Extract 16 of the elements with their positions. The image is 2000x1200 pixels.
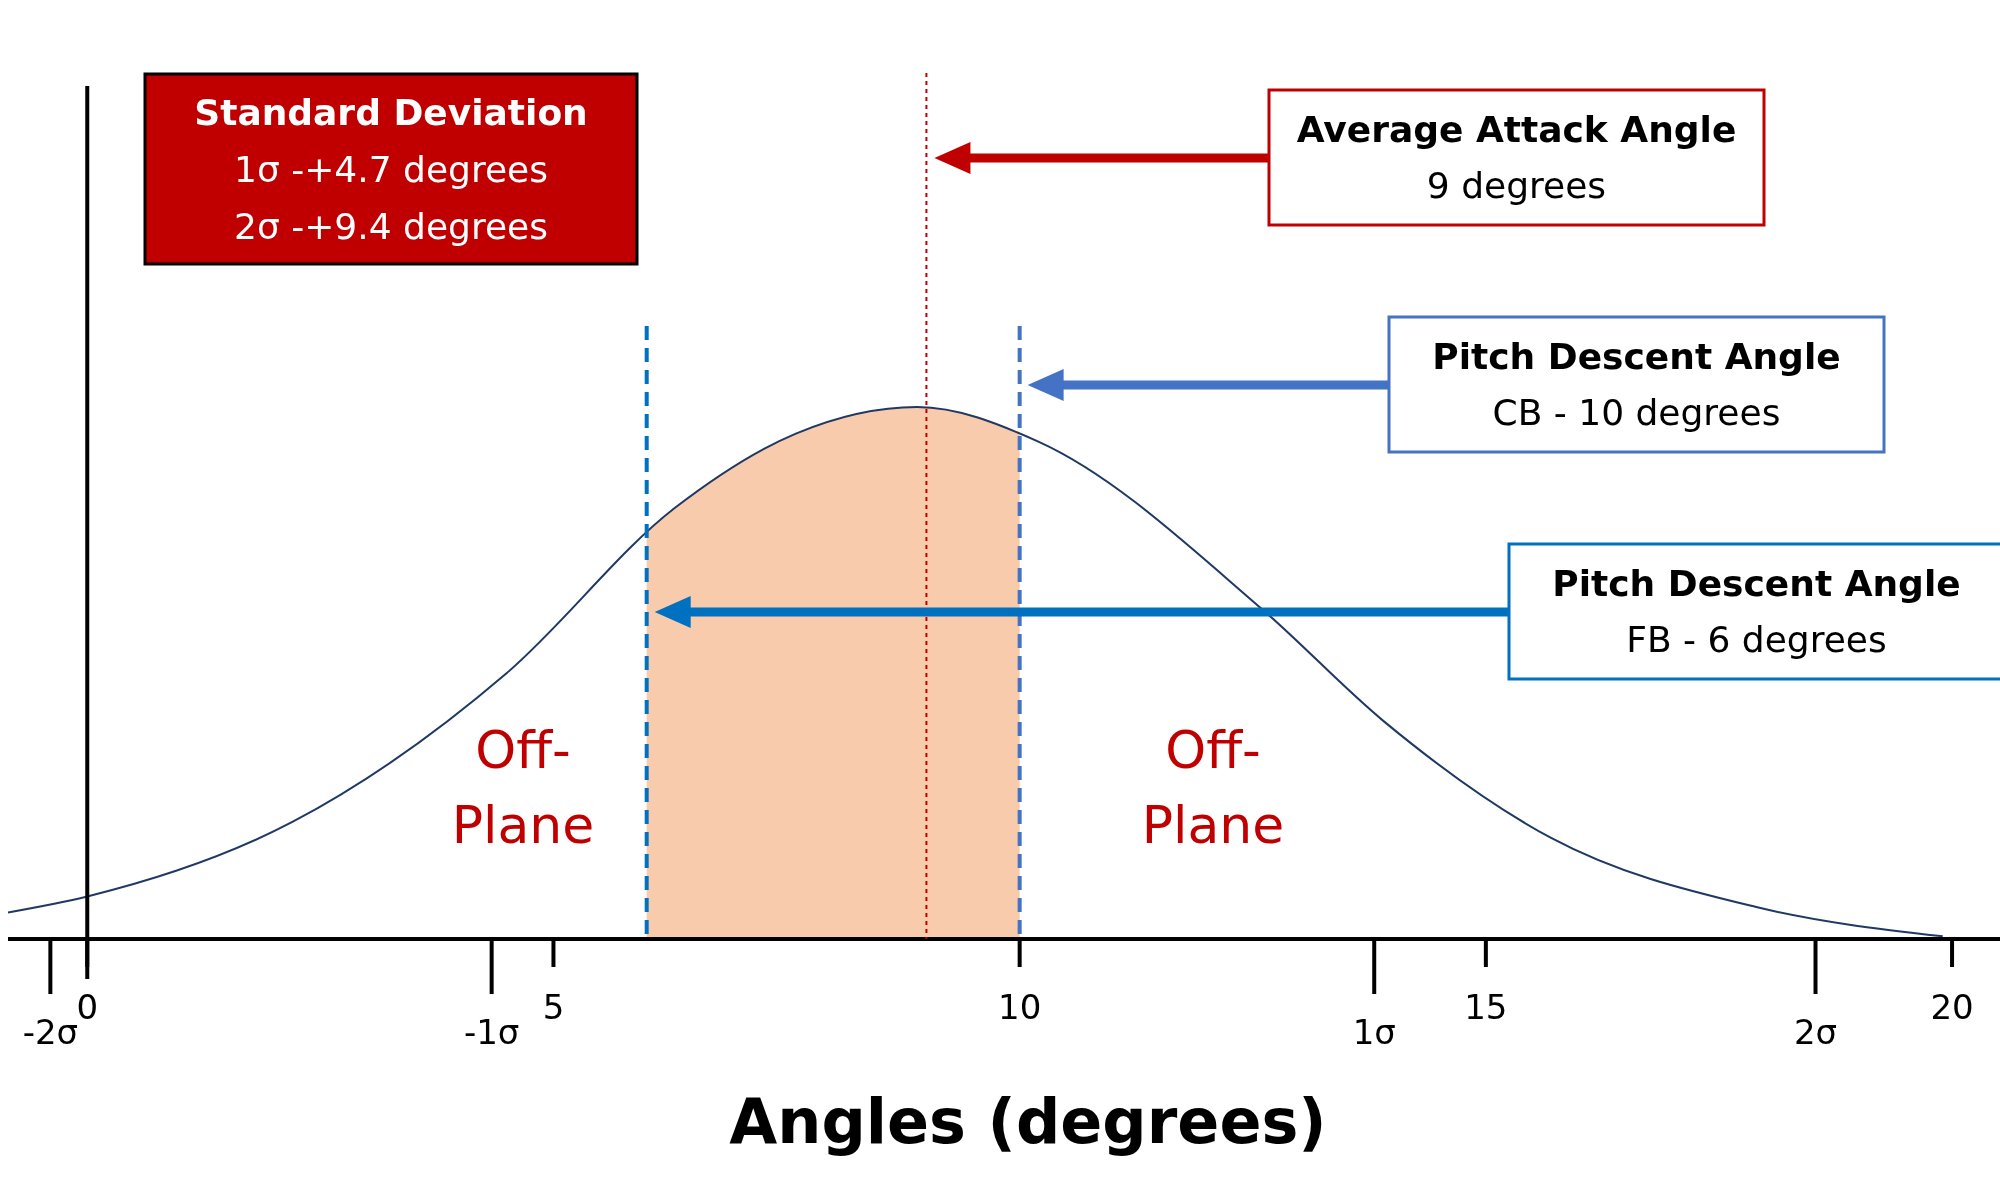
text: Average Attack Angle 9 degrees xyxy=(1296,109,1737,206)
x-tick-label: 0 xyxy=(76,987,99,1027)
annotation: Pitch Descent Angle CB - 10 degrees xyxy=(1432,336,1841,433)
x2-tick-label: 2σ xyxy=(1793,1012,1838,1052)
x-tick-label: 15 xyxy=(1464,987,1508,1027)
x-tick-label: 5 xyxy=(542,987,565,1027)
x-tick-label: 20 xyxy=(1930,987,1974,1027)
text: Standard Deviation 1σ -+4.7 degrees 2σ -+9.4 degrees xyxy=(194,92,588,247)
annotation: Off- Plane xyxy=(1141,720,1285,855)
annotation: Off- Plane xyxy=(451,720,595,855)
annotation: Pitch Descent Angle FB - 6 degrees xyxy=(1552,563,1961,660)
x-tick-label: 10 xyxy=(998,987,1042,1027)
x2-tick-label: -2σ xyxy=(22,1012,79,1052)
x2-tick-label: 1σ xyxy=(1352,1012,1396,1052)
x-axis-title: Angles (degrees) xyxy=(729,1085,1327,1158)
x2-tick-label: -1σ xyxy=(463,1012,520,1052)
